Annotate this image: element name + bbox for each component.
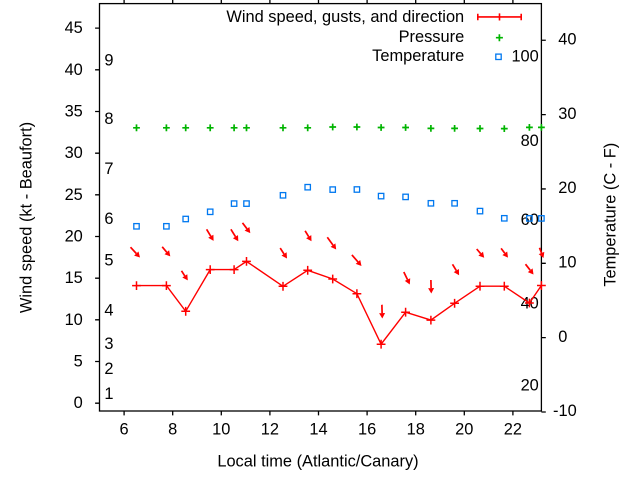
svg-text:10: 10 [212,420,230,438]
svg-text:30: 30 [558,105,576,123]
svg-text:15: 15 [65,269,83,287]
svg-text:35: 35 [65,103,83,121]
svg-text:8: 8 [168,420,177,438]
svg-text:3: 3 [104,335,113,353]
svg-text:14: 14 [309,420,327,438]
svg-text:22: 22 [504,420,522,438]
svg-text:10: 10 [558,254,576,272]
svg-text:0: 0 [558,328,567,346]
svg-text:100: 100 [511,48,538,66]
svg-text:12: 12 [261,420,279,438]
svg-text:25: 25 [65,186,83,204]
svg-text:7: 7 [104,160,113,178]
svg-text:10: 10 [65,311,83,329]
svg-text:Wind speed (kt - Beaufort): Wind speed (kt - Beaufort) [18,122,36,313]
svg-text:60: 60 [521,211,539,229]
svg-text:45: 45 [65,19,83,37]
svg-text:9: 9 [104,52,113,70]
svg-text:6: 6 [104,210,113,228]
svg-text:1: 1 [104,385,113,403]
svg-text:20: 20 [65,228,83,246]
svg-text:20: 20 [455,420,473,438]
svg-text:20: 20 [521,377,539,395]
svg-text:0: 0 [74,394,83,412]
svg-text:8: 8 [104,110,113,128]
svg-text:4: 4 [104,302,113,320]
svg-text:2: 2 [104,360,113,378]
svg-text:Local time (Atlantic/Canary): Local time (Atlantic/Canary) [217,452,418,470]
svg-text:5: 5 [104,252,113,270]
svg-text:20: 20 [558,179,576,197]
svg-text:6: 6 [120,420,129,438]
svg-text:5: 5 [74,353,83,371]
svg-text:Temperature (C - F): Temperature (C - F) [602,143,620,287]
svg-text:Pressure: Pressure [399,28,465,46]
svg-text:30: 30 [65,144,83,162]
svg-text:80: 80 [521,132,539,150]
svg-text:Temperature: Temperature [372,47,464,65]
svg-text:40: 40 [558,30,576,48]
svg-text:Wind speed, gusts, and directi: Wind speed, gusts, and direction [226,8,464,26]
svg-text:18: 18 [407,420,425,438]
svg-text:16: 16 [358,420,376,438]
svg-text:-10: -10 [553,402,577,420]
svg-text:40: 40 [65,61,83,79]
